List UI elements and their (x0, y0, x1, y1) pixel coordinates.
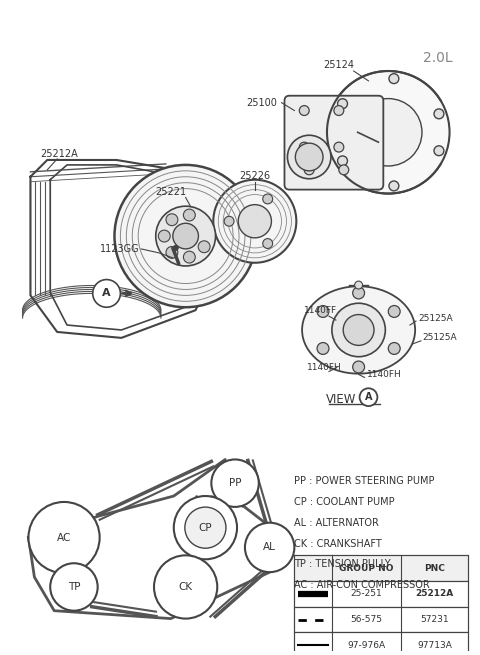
Text: CK : CRANKSHAFT: CK : CRANKSHAFT (294, 538, 382, 548)
Circle shape (300, 142, 309, 152)
Circle shape (360, 388, 377, 406)
Circle shape (288, 135, 331, 179)
Circle shape (114, 165, 257, 307)
Text: 25100: 25100 (247, 98, 277, 107)
Text: VIEW: VIEW (326, 392, 357, 405)
Text: 25124: 25124 (324, 60, 354, 70)
Bar (294, 581, 468, 607)
Circle shape (173, 223, 198, 249)
Text: PP : POWER STEERING PUMP: PP : POWER STEERING PUMP (294, 476, 435, 486)
Circle shape (353, 287, 364, 299)
Circle shape (238, 204, 271, 238)
Circle shape (389, 74, 399, 84)
Circle shape (28, 502, 100, 573)
Text: 25212A: 25212A (40, 149, 78, 159)
Circle shape (388, 343, 400, 354)
Circle shape (339, 165, 349, 175)
FancyBboxPatch shape (285, 96, 384, 189)
Text: A: A (365, 392, 372, 402)
Circle shape (174, 496, 237, 559)
Circle shape (156, 206, 216, 266)
Circle shape (224, 216, 234, 226)
Text: 97-976A: 97-976A (348, 641, 385, 650)
Circle shape (198, 241, 210, 253)
Circle shape (295, 143, 323, 171)
Circle shape (334, 142, 344, 152)
Circle shape (337, 156, 348, 166)
Circle shape (434, 146, 444, 156)
Circle shape (388, 305, 400, 318)
Text: AC : AIR-CON COMPRESSOR: AC : AIR-CON COMPRESSOR (294, 580, 430, 590)
Text: CP: CP (199, 523, 212, 533)
Text: 25-251: 25-251 (351, 590, 383, 599)
Circle shape (211, 459, 259, 507)
Text: TP : TENSION PULLY: TP : TENSION PULLY (294, 559, 391, 569)
Text: 2.0L: 2.0L (423, 51, 453, 66)
Circle shape (355, 99, 422, 166)
Text: CP : COOLANT PUMP: CP : COOLANT PUMP (294, 497, 395, 507)
Circle shape (245, 523, 294, 572)
Circle shape (389, 181, 399, 191)
Text: CK: CK (179, 582, 192, 592)
Circle shape (183, 209, 195, 221)
Bar (294, 607, 468, 633)
Circle shape (334, 105, 344, 115)
Text: 1140FF: 1140FF (304, 306, 337, 314)
Ellipse shape (302, 286, 415, 373)
Circle shape (166, 214, 178, 225)
Circle shape (327, 71, 450, 194)
Circle shape (93, 280, 120, 307)
Polygon shape (50, 165, 205, 330)
Text: AC: AC (57, 533, 71, 542)
Circle shape (263, 238, 273, 248)
Circle shape (337, 99, 348, 109)
Text: 25125A: 25125A (418, 314, 453, 323)
Circle shape (434, 109, 444, 119)
Circle shape (353, 361, 364, 373)
Text: 25125A: 25125A (423, 333, 457, 343)
Circle shape (343, 314, 374, 345)
Circle shape (50, 563, 97, 610)
Circle shape (183, 251, 195, 263)
Text: PP: PP (229, 478, 241, 488)
Text: AL : ALTERNATOR: AL : ALTERNATOR (294, 517, 379, 528)
Circle shape (213, 179, 296, 263)
Text: 1140FH: 1140FH (367, 370, 401, 379)
Circle shape (355, 281, 362, 289)
Text: AL: AL (263, 542, 276, 552)
Text: 1123GG: 1123GG (99, 244, 139, 254)
Text: PNC: PNC (424, 564, 445, 572)
Text: A: A (102, 288, 111, 299)
Text: 25212A: 25212A (416, 590, 454, 599)
Text: 57231: 57231 (420, 615, 449, 624)
Text: 25226: 25226 (239, 171, 270, 181)
Circle shape (304, 165, 314, 175)
Circle shape (317, 305, 329, 318)
Circle shape (158, 230, 170, 242)
Text: TP: TP (68, 582, 80, 592)
Text: 25221: 25221 (155, 187, 186, 196)
Circle shape (263, 194, 273, 204)
Circle shape (317, 343, 329, 354)
Text: 97713A: 97713A (417, 641, 452, 650)
Circle shape (300, 105, 309, 115)
Circle shape (154, 555, 217, 618)
Circle shape (332, 303, 385, 357)
Text: 1140FH: 1140FH (307, 363, 342, 372)
Circle shape (185, 507, 226, 548)
Circle shape (173, 246, 178, 250)
Text: GROUP NO: GROUP NO (339, 564, 394, 572)
Bar (294, 633, 468, 655)
Circle shape (166, 246, 178, 258)
Bar (294, 555, 468, 581)
Text: 56-575: 56-575 (350, 615, 383, 624)
